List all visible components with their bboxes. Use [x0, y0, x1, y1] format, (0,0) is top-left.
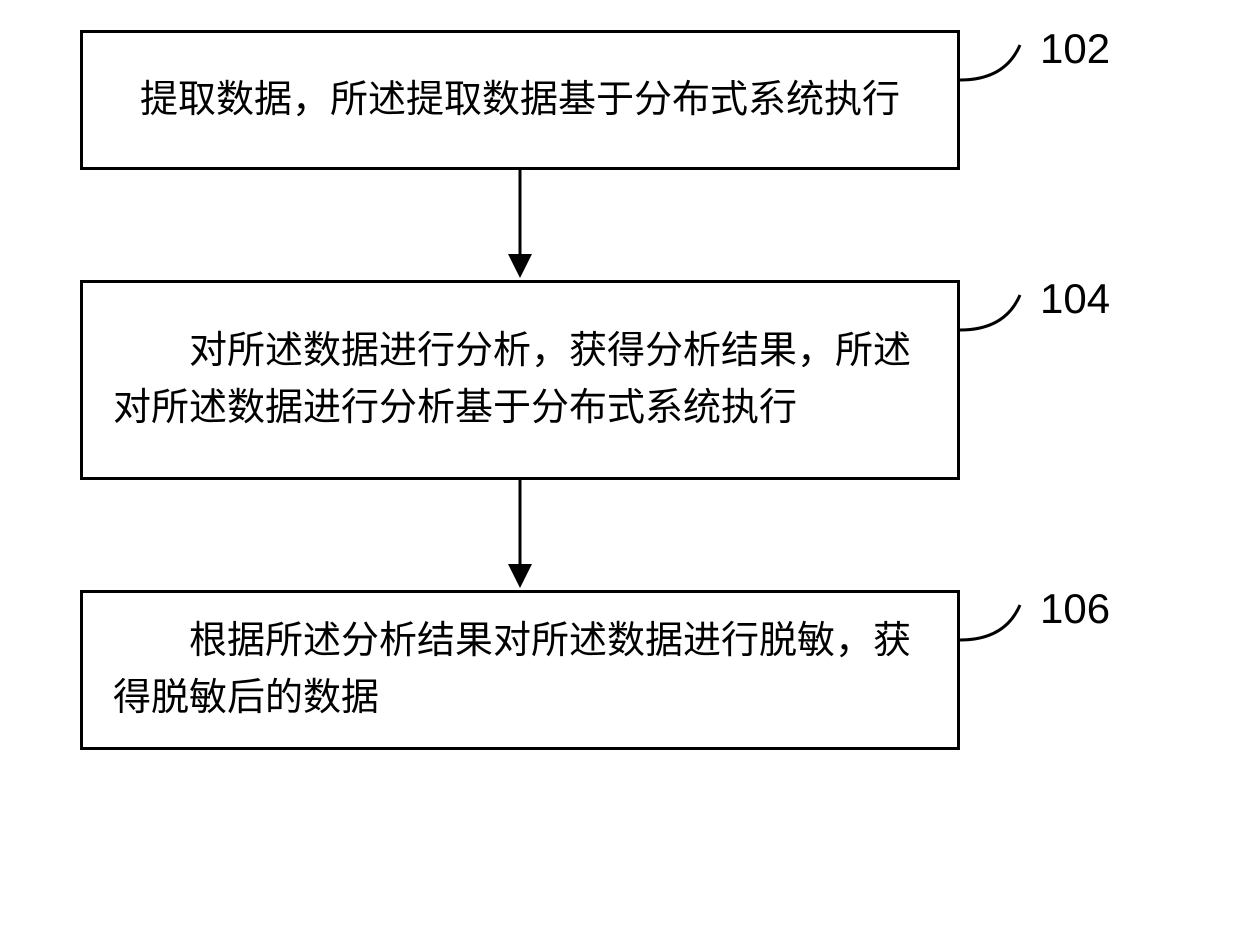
flow-box-104-text: 对所述数据进行分析，获得分析结果，所述对所述数据进行分析基于分布式系统执行	[113, 323, 927, 437]
flow-box-104: 对所述数据进行分析，获得分析结果，所述对所述数据进行分析基于分布式系统执行	[80, 280, 960, 480]
flow-arrow-1	[80, 170, 960, 280]
label-connector-102	[960, 40, 1050, 90]
label-connector-104	[960, 290, 1050, 340]
flow-box-102-text: 提取数据，所述提取数据基于分布式系统执行	[140, 72, 900, 129]
flow-label-104: 104	[1040, 275, 1110, 323]
flow-label-102: 102	[1040, 25, 1110, 73]
flow-box-106: 根据所述分析结果对所述数据进行脱敏，获得脱敏后的数据	[80, 590, 960, 750]
flowchart-container: 提取数据，所述提取数据基于分布式系统执行 102 对所述数据进行分析，获得分析结…	[80, 30, 1160, 750]
flow-arrow-2	[80, 480, 960, 590]
flow-box-106-text: 根据所述分析结果对所述数据进行脱敏，获得脱敏后的数据	[113, 613, 927, 727]
flow-label-106: 106	[1040, 585, 1110, 633]
flow-box-102: 提取数据，所述提取数据基于分布式系统执行	[80, 30, 960, 170]
label-connector-106	[960, 600, 1050, 650]
